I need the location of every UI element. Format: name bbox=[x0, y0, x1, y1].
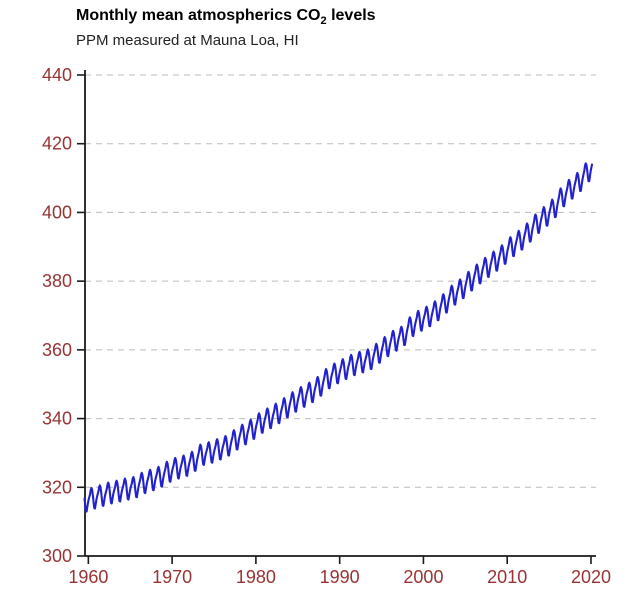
chart-subtitle: PPM measured at Mauna Loa, HI bbox=[76, 31, 299, 49]
y-tick-label: 380 bbox=[42, 271, 72, 291]
grid-lines bbox=[85, 74, 596, 488]
chart-title: Monthly mean atmospherics CO2 levels bbox=[76, 6, 616, 29]
x-tick-label: 1990 bbox=[320, 567, 360, 587]
y-tick-label: 320 bbox=[42, 477, 72, 497]
tick-labels: 300 320 340 360 380 400 420 440 1960 1970 1980 1990… bbox=[42, 65, 611, 587]
co2-line bbox=[83, 162, 594, 513]
axes bbox=[84, 70, 596, 557]
y-tick-label: 400 bbox=[42, 202, 72, 222]
tick-marks bbox=[77, 74, 592, 564]
title-block: Monthly mean atmospherics CO2 levels PPM… bbox=[76, 6, 616, 50]
chart-title-text: Monthly mean atmospherics CO bbox=[76, 7, 321, 24]
x-tick-label: 2020 bbox=[571, 567, 611, 587]
chart-title-subscript: 2 bbox=[320, 15, 327, 28]
x-tick-label: 1980 bbox=[236, 567, 276, 587]
x-tick-label: 1960 bbox=[68, 567, 108, 587]
y-tick-label: 300 bbox=[42, 546, 72, 566]
x-tick-label: 1970 bbox=[152, 567, 192, 587]
x-tick-label: 2010 bbox=[487, 567, 527, 587]
x-tick-label: 2000 bbox=[403, 567, 443, 587]
y-tick-label: 360 bbox=[42, 340, 72, 360]
y-tick-label: 420 bbox=[42, 134, 72, 154]
y-tick-label: 440 bbox=[42, 65, 72, 85]
y-tick-label: 340 bbox=[42, 409, 72, 429]
chart-title-suffix: levels bbox=[326, 7, 376, 24]
